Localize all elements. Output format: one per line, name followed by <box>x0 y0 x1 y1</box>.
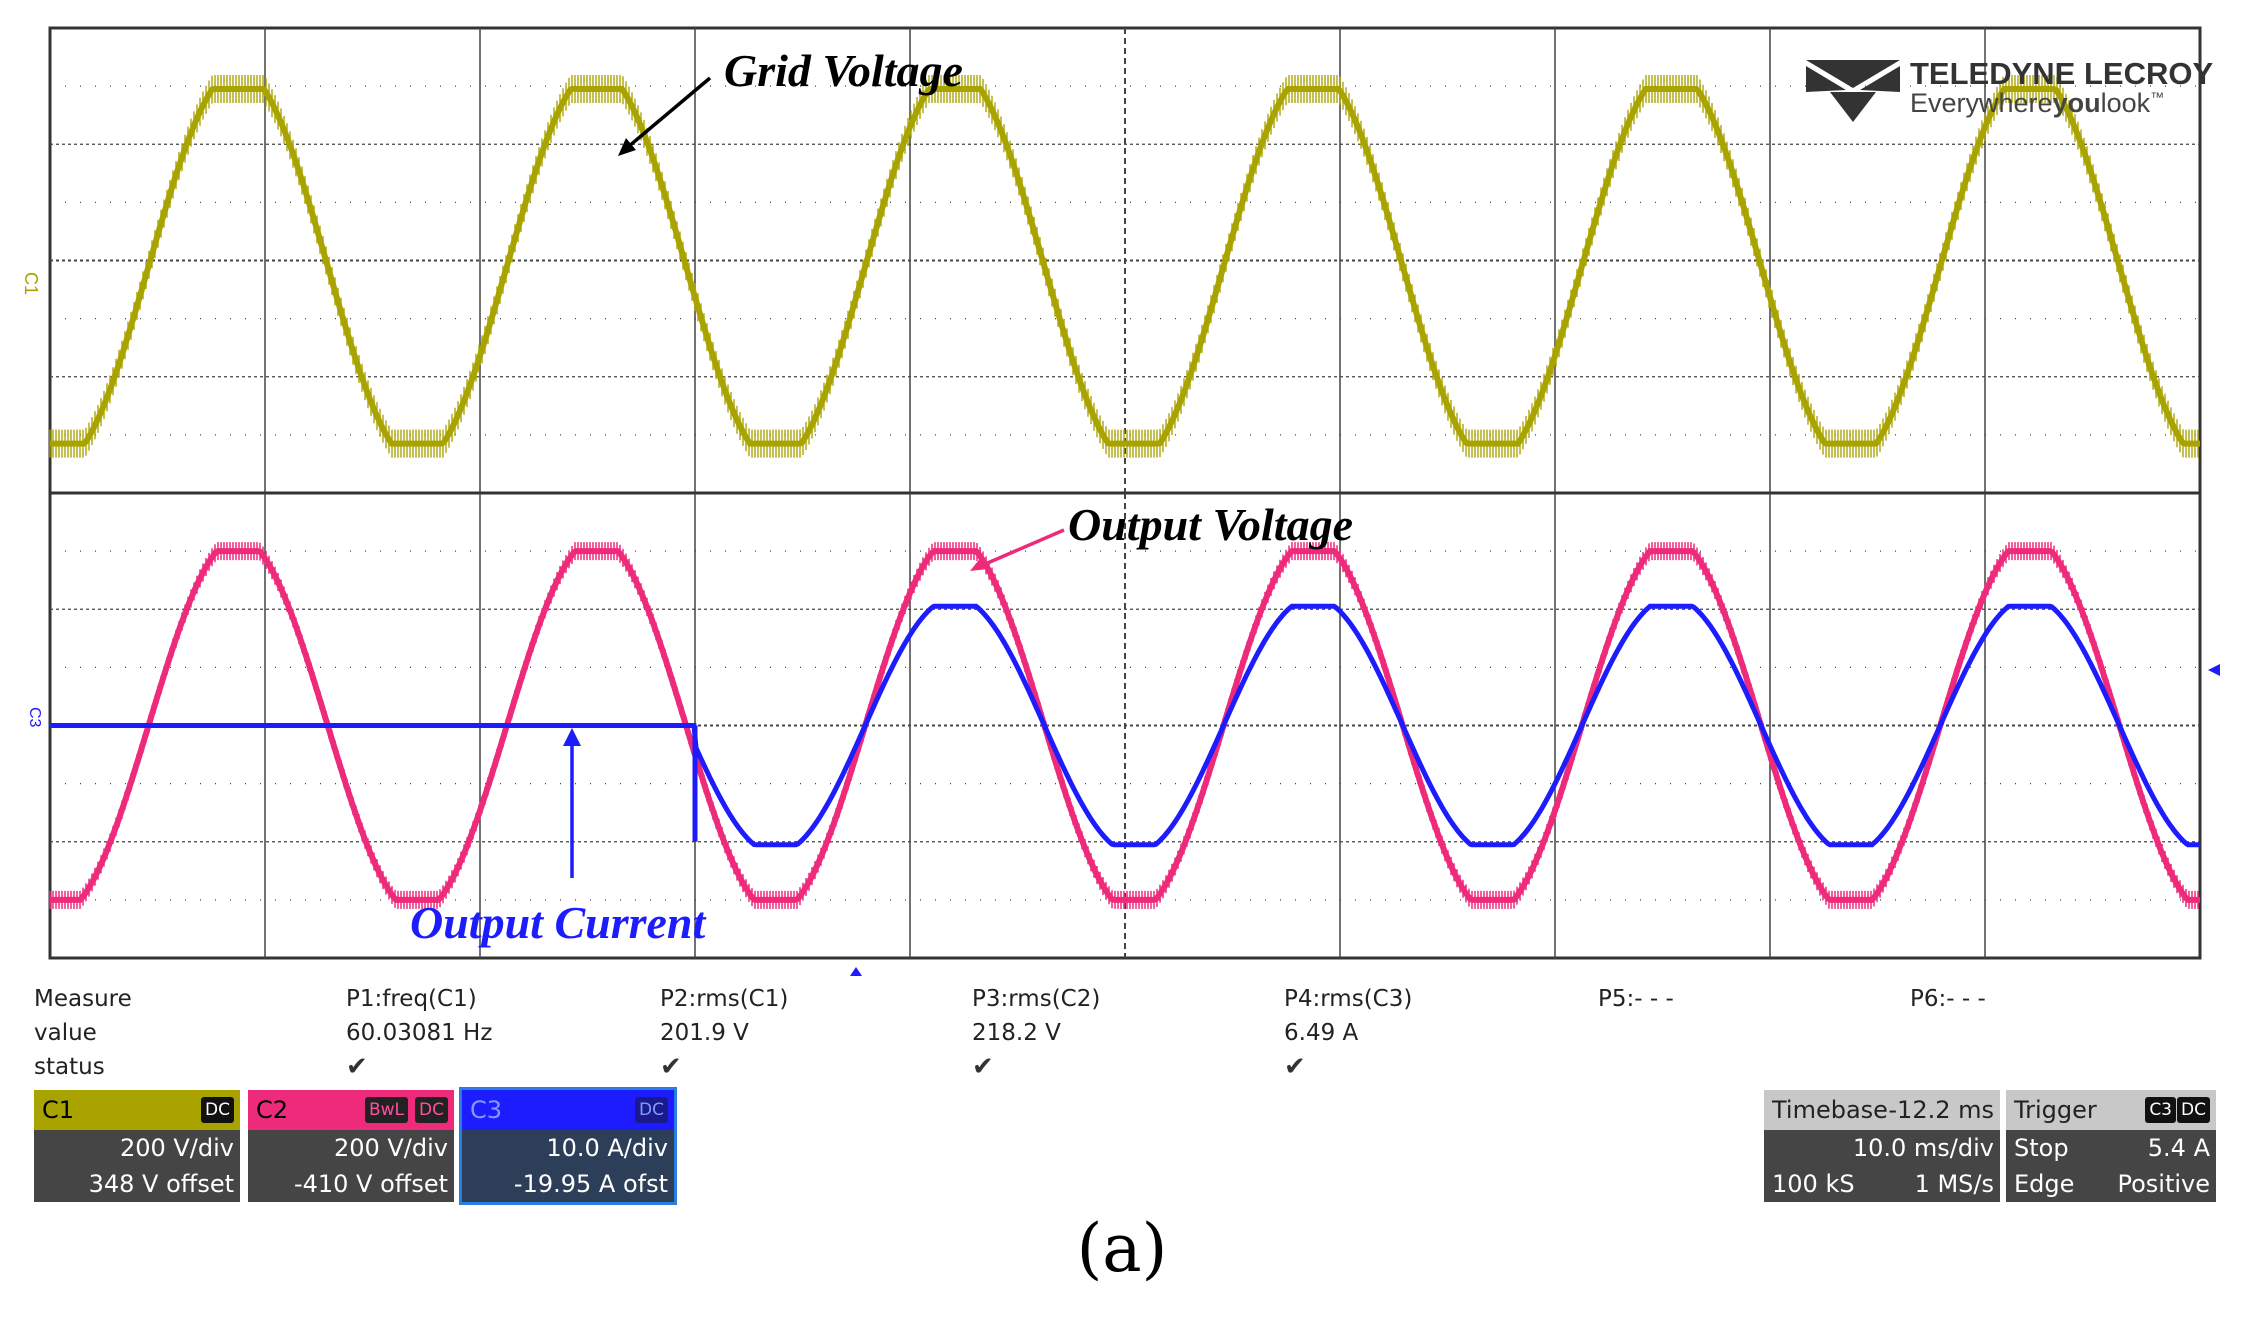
grid-voltage-arrow <box>620 76 712 154</box>
param-p3-name[interactable]: P3:rms(C2) <box>972 986 1101 1012</box>
timebase-descriptor[interactable]: Timebase -12.2 ms 10.0 ms/div 100 kS 1 M… <box>1764 1090 2000 1202</box>
trigger-label: Trigger <box>2014 1096 2097 1124</box>
trigger-type-row: Edge Positive <box>2006 1166 2216 1202</box>
c1-coupling-tag: DC <box>201 1097 234 1123</box>
output-current-label: Output Current <box>410 897 706 948</box>
oscilloscope-display: C1 C3 TELEDYNE LECROY Everywhereyoulook™ <box>21 26 2220 976</box>
trigger-mode: Stop <box>2014 1134 2069 1162</box>
c3-label: C3 <box>470 1096 503 1124</box>
c1-label: C1 <box>42 1096 75 1124</box>
trigger-descriptor[interactable]: Trigger C3 DC Stop 5.4 A Edge Positive <box>2006 1090 2216 1202</box>
measurement-table: Measure P1:freq(C1) P2:rms(C1) P3:rms(C2… <box>34 980 2214 1090</box>
param-p4-value: 6.49 A <box>1284 1020 1359 1046</box>
timebase-label: Timebase <box>1772 1096 1888 1124</box>
lower-waveform-panel <box>48 491 2202 960</box>
grid-voltage-arrowhead <box>618 138 636 156</box>
trigger-level: 5.4 A <box>2147 1134 2210 1162</box>
c2-offset: -410 V offset <box>248 1166 454 1202</box>
measure-header-row: Measure P1:freq(C1) P2:rms(C1) P3:rms(C2… <box>34 982 2214 1016</box>
timebase-scale: 10.0 ms/div <box>1852 1134 1994 1162</box>
param-p3-value: 218.2 V <box>972 1020 1061 1046</box>
timebase-header: Timebase -12.2 ms <box>1764 1090 2000 1130</box>
param-p1-value: 60.03081 Hz <box>346 1020 493 1046</box>
c2-label: C2 <box>256 1096 289 1124</box>
measure-value-row: value 60.03081 Hz 201.9 V 218.2 V 6.49 A <box>34 1016 2214 1050</box>
grid-voltage-label: Grid Voltage <box>724 45 963 96</box>
figure-caption: (a) <box>1076 1210 1168 1287</box>
param-p2-name[interactable]: P2:rms(C1) <box>660 986 789 1012</box>
output-voltage-arrowhead <box>970 556 988 571</box>
trigger-coupling-tag: DC <box>2177 1097 2210 1123</box>
c2-descriptor-header: C2 BwL DC <box>248 1090 454 1130</box>
c3-scale: 10.0 A/div <box>462 1130 674 1166</box>
c1-ripple-band <box>49 75 2199 458</box>
trigger-type: Edge <box>2014 1170 2075 1198</box>
c3-channel-marker: C3 <box>26 707 43 728</box>
output-voltage-label: Output Voltage <box>1068 499 1354 550</box>
timebase-samples: 100 kS <box>1772 1170 1855 1198</box>
param-p4-status-icon: ✔ <box>1284 1052 1306 1082</box>
c1-scale: 200 V/div <box>34 1130 240 1166</box>
teledyne-lecroy-logo: TELEDYNE LECROY Everywhereyoulook™ <box>1806 56 2213 122</box>
param-p3-status-icon: ✔ <box>972 1052 994 1082</box>
param-p5-name[interactable]: P5:- - - <box>1598 986 1674 1012</box>
param-p2-status-icon: ✔ <box>660 1052 682 1082</box>
param-p1-name[interactable]: P1:freq(C1) <box>346 986 477 1012</box>
param-p1-status-icon: ✔ <box>346 1052 368 1082</box>
timebase-sample-row: 100 kS 1 MS/s <box>1764 1166 2000 1202</box>
c1-channel-marker: C1 <box>21 272 41 295</box>
trigger-source-tag: C3 <box>2145 1097 2176 1123</box>
output-voltage-arrow <box>975 528 1065 570</box>
timebase-delay: -12.2 ms <box>1888 1096 1994 1124</box>
c1-descriptor-header: C1 DC <box>34 1090 240 1130</box>
c3-offset: -19.95 A ofst <box>462 1166 674 1202</box>
timebase-scale-row: 10.0 ms/div <box>1764 1130 2000 1166</box>
measure-status-row: status ✔ ✔ ✔ ✔ <box>34 1050 2214 1084</box>
brand-tagline: Everywhereyoulook™ <box>1910 88 2164 118</box>
c2-bandwidth-tag: BwL <box>364 1097 408 1123</box>
param-p2-value: 201.9 V <box>660 1020 749 1046</box>
c3-output-current-trace <box>50 603 2200 848</box>
c2-ripple-band <box>49 542 2199 909</box>
trigger-position-marker <box>850 967 862 976</box>
c3-descriptor[interactable]: C3 DC 10.0 A/div -19.95 A ofst <box>459 1087 677 1205</box>
upper-graticule <box>50 28 2200 493</box>
status-row-label: status <box>34 1054 105 1080</box>
upper-waveform-panel <box>48 26 2202 495</box>
param-p4-name[interactable]: P4:rms(C3) <box>1284 986 1413 1012</box>
measure-row-label: Measure <box>34 986 132 1012</box>
c1-descriptor[interactable]: C1 DC 200 V/div 348 V offset <box>34 1090 240 1202</box>
c3-coupling-tag: DC <box>635 1097 668 1123</box>
param-p6-name[interactable]: P6:- - - <box>1910 986 1986 1012</box>
c3-descriptor-header: C3 DC <box>462 1090 674 1130</box>
c2-descriptor[interactable]: C2 BwL DC 200 V/div -410 V offset <box>248 1090 454 1202</box>
trigger-header: Trigger C3 DC <box>2006 1090 2216 1130</box>
trigger-level-marker <box>2208 664 2220 676</box>
c2-scale: 200 V/div <box>248 1130 454 1166</box>
value-row-label: value <box>34 1020 97 1046</box>
timebase-rate: 1 MS/s <box>1914 1170 1994 1198</box>
trigger-slope: Positive <box>2117 1170 2210 1198</box>
c1-offset: 348 V offset <box>34 1166 240 1202</box>
c2-coupling-tag: DC <box>415 1097 448 1123</box>
brand-name: TELEDYNE LECROY <box>1910 56 2213 91</box>
output-current-arrowhead <box>563 728 581 746</box>
trigger-mode-row: Stop 5.4 A <box>2006 1130 2216 1166</box>
